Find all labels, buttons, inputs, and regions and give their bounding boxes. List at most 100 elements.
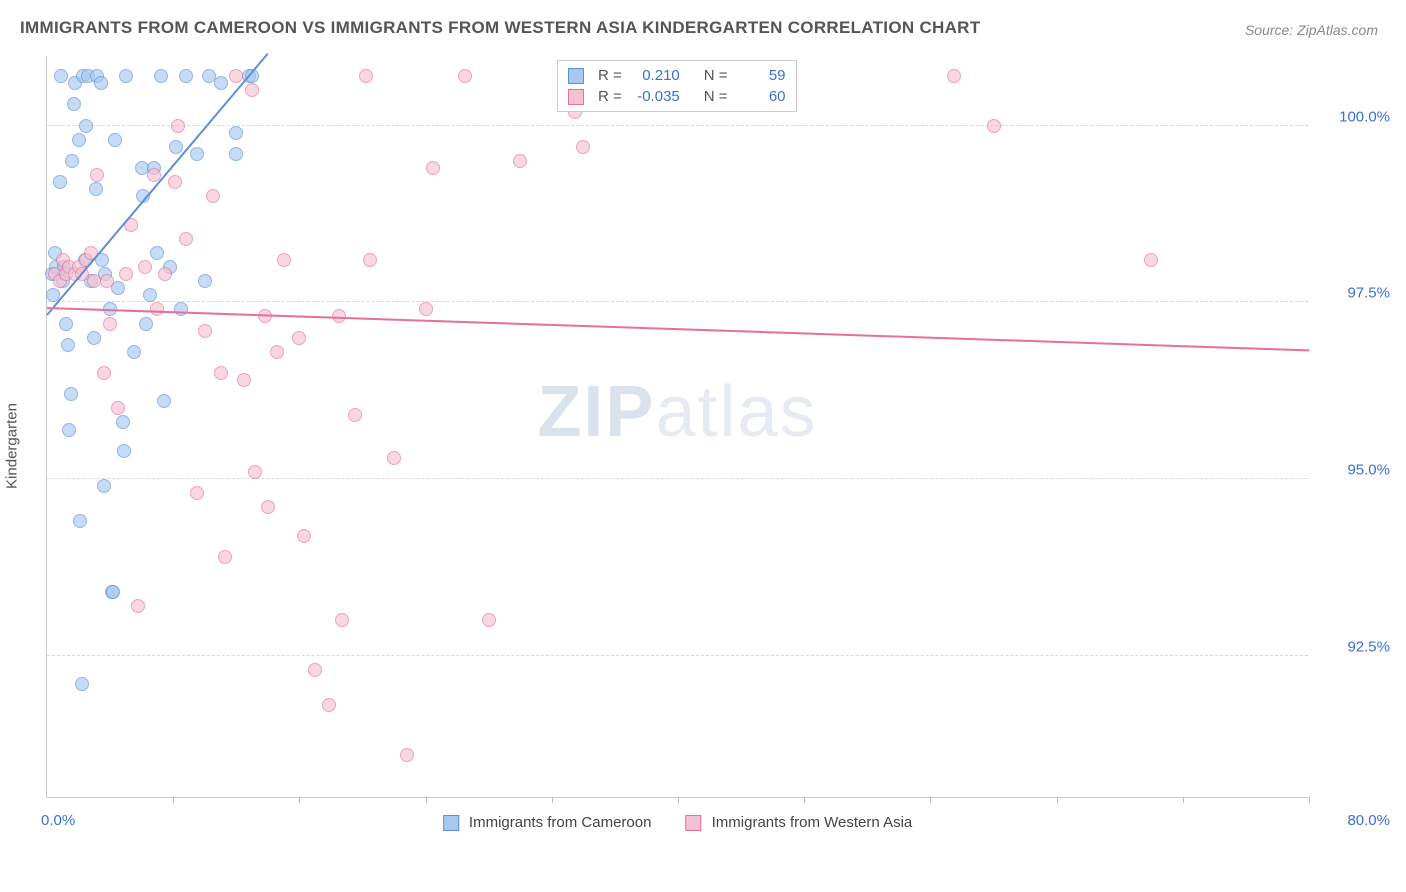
trend-line bbox=[46, 53, 268, 316]
data-point bbox=[261, 500, 275, 514]
data-point bbox=[158, 267, 172, 281]
data-point bbox=[179, 232, 193, 246]
r-value-cameroon: 0.210 bbox=[630, 67, 680, 84]
data-point bbox=[116, 415, 130, 429]
data-point bbox=[157, 394, 171, 408]
source-attribution: Source: ZipAtlas.com bbox=[1245, 22, 1378, 38]
data-point bbox=[179, 69, 193, 83]
y-tick-label: 97.5% bbox=[1320, 285, 1390, 302]
data-point bbox=[419, 302, 433, 316]
watermark-light: atlas bbox=[655, 372, 817, 452]
x-tick bbox=[426, 797, 427, 803]
y-tick-label: 100.0% bbox=[1320, 108, 1390, 125]
y-tick-label: 95.0% bbox=[1320, 462, 1390, 479]
data-point bbox=[174, 302, 188, 316]
n-label: N = bbox=[704, 67, 728, 84]
x-min-label: 0.0% bbox=[41, 812, 75, 829]
data-point bbox=[363, 253, 377, 267]
stats-row-cameroon: R = 0.210 N = 59 bbox=[568, 65, 786, 86]
data-point bbox=[248, 465, 262, 479]
data-point bbox=[150, 302, 164, 316]
data-point bbox=[198, 324, 212, 338]
data-point bbox=[387, 451, 401, 465]
data-point bbox=[103, 317, 117, 331]
gridline bbox=[47, 478, 1308, 479]
data-point bbox=[229, 126, 243, 140]
data-point bbox=[139, 317, 153, 331]
x-tick bbox=[804, 797, 805, 803]
series-legend: Immigrants from Cameroon Immigrants from… bbox=[443, 814, 913, 831]
data-point bbox=[97, 479, 111, 493]
n-value-cameroon: 59 bbox=[736, 67, 786, 84]
data-point bbox=[54, 69, 68, 83]
legend-label-western-asia: Immigrants from Western Asia bbox=[712, 814, 913, 831]
chart-title: IMMIGRANTS FROM CAMEROON VS IMMIGRANTS F… bbox=[20, 18, 980, 38]
swatch-western-asia bbox=[568, 89, 584, 105]
r-label: R = bbox=[598, 67, 622, 84]
data-point bbox=[576, 140, 590, 154]
data-point bbox=[229, 147, 243, 161]
x-tick bbox=[1309, 797, 1310, 803]
legend-item-western-asia: Immigrants from Western Asia bbox=[685, 814, 912, 831]
gridline bbox=[47, 655, 1308, 656]
trend-line bbox=[47, 307, 1309, 351]
data-point bbox=[127, 345, 141, 359]
data-point bbox=[65, 154, 79, 168]
data-point bbox=[1144, 253, 1158, 267]
data-point bbox=[79, 119, 93, 133]
data-point bbox=[270, 345, 284, 359]
legend-item-cameroon: Immigrants from Cameroon bbox=[443, 814, 652, 831]
n-label: N = bbox=[704, 88, 728, 105]
swatch-western-asia-icon bbox=[685, 815, 701, 831]
data-point bbox=[218, 550, 232, 564]
x-tick bbox=[1057, 797, 1058, 803]
swatch-cameroon bbox=[568, 68, 584, 84]
data-point bbox=[214, 76, 228, 90]
data-point bbox=[237, 373, 251, 387]
x-tick bbox=[930, 797, 931, 803]
swatch-cameroon-icon bbox=[443, 815, 459, 831]
data-point bbox=[308, 663, 322, 677]
x-tick bbox=[173, 797, 174, 803]
y-tick-label: 92.5% bbox=[1320, 638, 1390, 655]
data-point bbox=[947, 69, 961, 83]
watermark-bold: ZIP bbox=[537, 372, 655, 452]
data-point bbox=[87, 331, 101, 345]
data-point bbox=[154, 69, 168, 83]
watermark: ZIPatlas bbox=[537, 371, 817, 453]
data-point bbox=[292, 331, 306, 345]
n-value-western-asia: 60 bbox=[736, 88, 786, 105]
data-point bbox=[64, 387, 78, 401]
data-point bbox=[987, 119, 1001, 133]
data-point bbox=[90, 168, 104, 182]
stats-row-western-asia: R = -0.035 N = 60 bbox=[568, 86, 786, 107]
data-point bbox=[61, 338, 75, 352]
data-point bbox=[348, 408, 362, 422]
data-point bbox=[190, 147, 204, 161]
data-point bbox=[119, 69, 133, 83]
data-point bbox=[111, 401, 125, 415]
data-point bbox=[97, 366, 111, 380]
data-point bbox=[426, 161, 440, 175]
data-point bbox=[482, 613, 496, 627]
data-point bbox=[143, 288, 157, 302]
data-point bbox=[458, 69, 472, 83]
data-point bbox=[359, 69, 373, 83]
data-point bbox=[53, 175, 67, 189]
x-tick bbox=[299, 797, 300, 803]
x-tick bbox=[1183, 797, 1184, 803]
data-point bbox=[117, 444, 131, 458]
data-point bbox=[169, 140, 183, 154]
data-point bbox=[89, 182, 103, 196]
stats-legend: R = 0.210 N = 59 R = -0.035 N = 60 bbox=[557, 60, 797, 112]
data-point bbox=[277, 253, 291, 267]
data-point bbox=[106, 585, 120, 599]
data-point bbox=[513, 154, 527, 168]
data-point bbox=[119, 267, 133, 281]
data-point bbox=[108, 133, 122, 147]
data-point bbox=[297, 529, 311, 543]
data-point bbox=[94, 76, 108, 90]
plot-area: ZIPatlas 92.5%95.0%97.5%100.0% R = 0.210… bbox=[46, 56, 1308, 798]
data-point bbox=[150, 246, 164, 260]
data-point bbox=[67, 97, 81, 111]
